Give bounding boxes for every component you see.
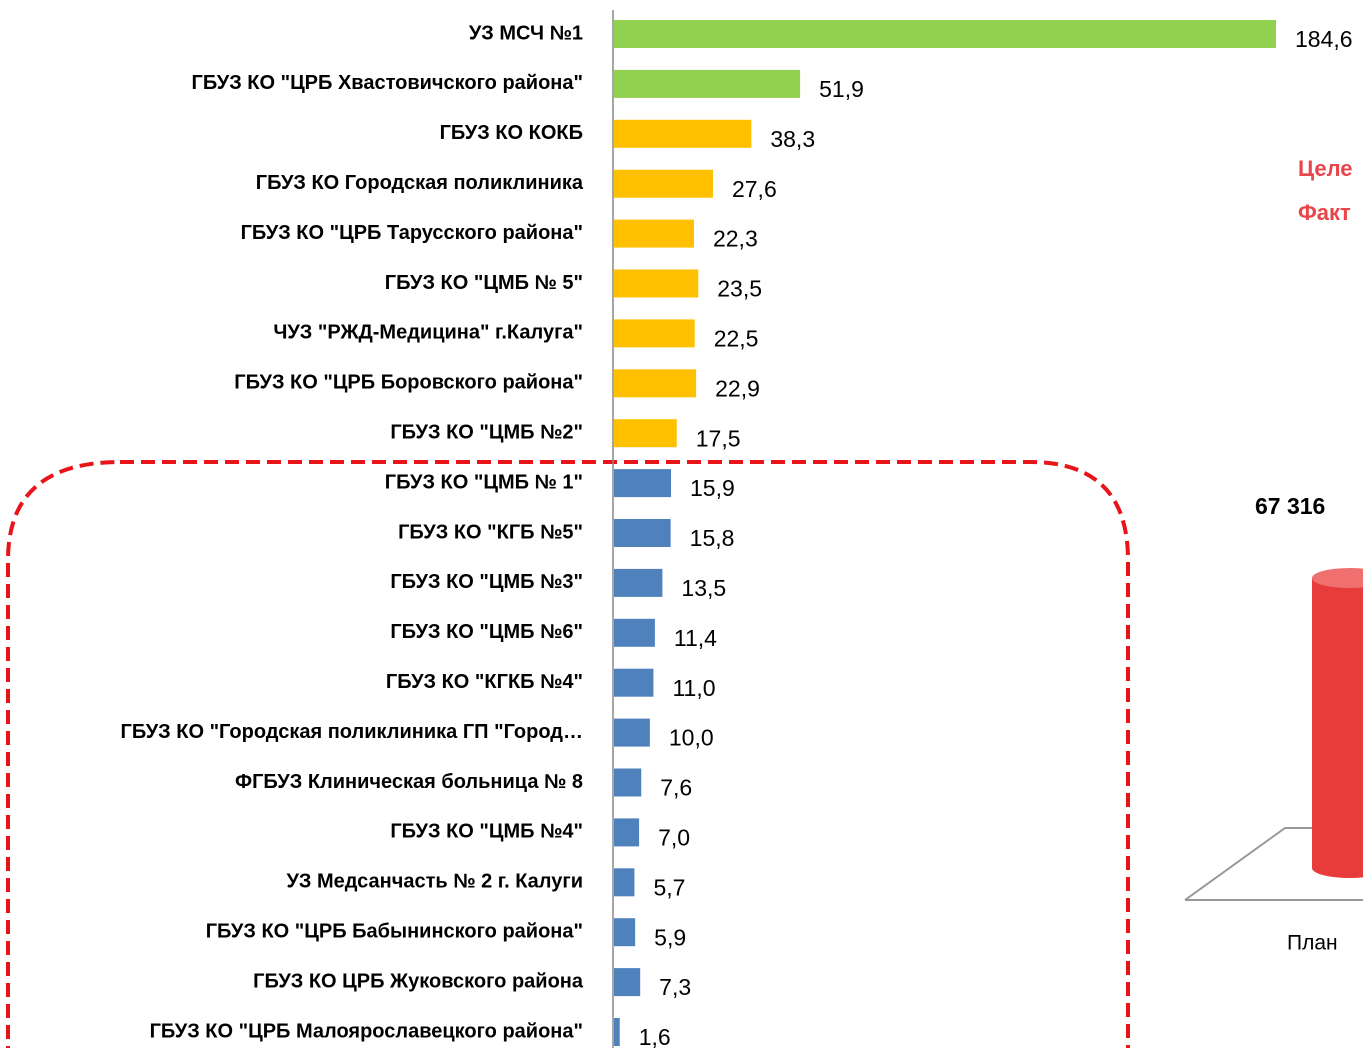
bar	[614, 968, 641, 997]
bar	[614, 768, 642, 797]
value-label: 15,8	[690, 525, 735, 551]
category-label: ГБУЗ КО "ЦРБ Тарусского района"	[241, 222, 583, 244]
category-label: ГБУЗ КО "Городская поликлиника ГП "Город…	[121, 721, 583, 743]
value-label: 11,0	[672, 675, 715, 701]
category-label: ГБУЗ КО Городская поликлиника	[256, 172, 584, 194]
bar	[614, 319, 695, 348]
bar	[614, 618, 655, 647]
cylinder	[1312, 578, 1363, 878]
legend-label: Факт	[1298, 200, 1351, 225]
category-label: УЗ МСЧ №1	[469, 22, 583, 44]
category-label: ГБУЗ КО КОКБ	[440, 122, 583, 144]
value-label: 7,0	[658, 824, 690, 850]
bar	[614, 519, 671, 547]
category-label: ФГБУЗ Клиническая больница № 8	[235, 771, 583, 793]
bar	[614, 918, 636, 947]
highlight-frame	[6, 460, 1130, 1048]
value-label: 13,5	[681, 575, 726, 601]
category-label: ГБУЗ КО "ЦРБ Бабынинского района"	[206, 920, 583, 942]
bar	[614, 419, 677, 448]
bar	[614, 169, 713, 198]
value-label: 7,6	[660, 775, 692, 801]
category-label: ГБУЗ КО "ЦМБ №2"	[390, 421, 583, 443]
value-label: 5,9	[654, 924, 686, 950]
bar	[614, 1018, 620, 1046]
category-label: ГБУЗ КО "ЦРБ Хвастовичского района"	[192, 72, 583, 94]
legend-label: Целе	[1298, 156, 1353, 181]
value-label: 7,3	[659, 974, 691, 1000]
category-label: ГБУЗ КО "ЦМБ №6"	[390, 621, 583, 643]
category-label: ГБУЗ КО "ЦМБ №3"	[390, 571, 583, 593]
value-label: 11,4	[674, 625, 717, 651]
bar	[614, 668, 654, 697]
value-label: 27,6	[732, 176, 777, 202]
value-label: 22,3	[713, 226, 758, 252]
bar	[614, 369, 697, 398]
bar	[614, 718, 650, 747]
category-label: ГБУЗ КО "КГБ №5"	[398, 521, 583, 543]
bar	[614, 868, 635, 897]
value-label: 184,6	[1295, 26, 1353, 52]
category-label: ГБУЗ КО ЦРБ Жуковского района	[253, 970, 584, 992]
value-label: 22,9	[715, 375, 760, 401]
value-label: 17,5	[696, 425, 741, 451]
bar	[614, 568, 663, 597]
bar	[614, 269, 699, 298]
value-label: 15,9	[690, 475, 735, 501]
category-label: ГБУЗ КО "ЦМБ № 1"	[385, 471, 583, 493]
category-label: План	[1287, 932, 1338, 955]
bar	[614, 469, 672, 498]
value-label: 10,0	[669, 725, 714, 751]
category-label: ЧУЗ "РЖД-Медицина" г.Калуга"	[273, 322, 583, 344]
value-label: 67 316	[1255, 493, 1325, 519]
category-label: ГБУЗ КО "ЦРБ Боровского района"	[234, 372, 583, 394]
bar	[614, 20, 1276, 48]
category-label: ГБУЗ КО "ЦМБ №4"	[390, 821, 583, 843]
value-label: 38,3	[770, 126, 815, 152]
category-label: УЗ Медсанчасть № 2 г. Калуги	[286, 871, 583, 893]
bar	[614, 818, 640, 847]
category-label: ГБУЗ КО "ЦМБ № 5"	[385, 272, 583, 294]
value-label: 1,6	[639, 1024, 671, 1048]
bar	[614, 219, 694, 248]
category-label: ГБУЗ КО "ЦРБ Малоярославецкого района"	[150, 1020, 583, 1042]
category-label: ГБУЗ КО "КГКБ №4"	[386, 671, 583, 693]
cylinder-top	[1312, 568, 1363, 588]
value-label: 22,5	[714, 325, 759, 351]
value-label: 23,5	[717, 276, 762, 302]
bar	[614, 69, 801, 98]
bar	[614, 119, 752, 148]
value-label: 51,9	[819, 76, 864, 102]
value-label: 5,7	[653, 874, 685, 900]
